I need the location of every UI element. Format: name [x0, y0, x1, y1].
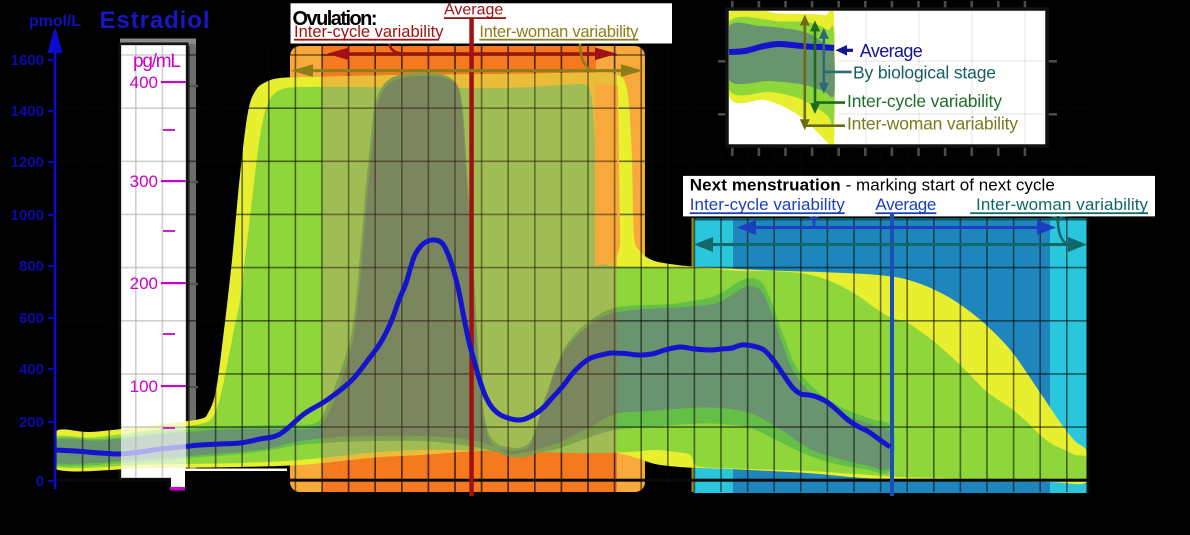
svg-text:1200: 1200	[11, 154, 44, 171]
svg-text:Inter-cycle variability: Inter-cycle variability	[690, 195, 846, 214]
svg-text:0: 0	[36, 473, 44, 490]
svg-text:Estradiol: Estradiol	[100, 7, 210, 34]
svg-text:Average: Average	[444, 2, 503, 19]
svg-text:Inter-cycle variability: Inter-cycle variability	[294, 23, 444, 41]
svg-text:600: 600	[19, 310, 44, 327]
svg-text:1400: 1400	[11, 103, 44, 120]
svg-text:Next menstruation - marking st: Next menstruation - marking start of nex…	[690, 176, 1055, 195]
svg-text:Inter-woman variability: Inter-woman variability	[976, 195, 1149, 214]
svg-text:Inter-woman variability: Inter-woman variability	[847, 114, 1018, 134]
svg-text:pmol/L: pmol/L	[29, 13, 81, 30]
svg-text:400: 400	[130, 73, 158, 92]
svg-text:200: 200	[130, 274, 158, 293]
svg-text:pg/mL: pg/mL	[133, 51, 181, 72]
svg-text:Estradiol: Estradiol	[100, 7, 210, 34]
svg-text:By biological stage: By biological stage	[853, 63, 996, 83]
svg-text:Average: Average	[860, 41, 923, 61]
svg-text:Inter-woman variability: Inter-woman variability	[479, 23, 639, 41]
svg-text:800: 800	[19, 258, 44, 275]
svg-text:Ovulation:: Ovulation:	[293, 8, 378, 30]
svg-text:Inter-cycle variability: Inter-cycle variability	[847, 91, 1002, 111]
svg-text:200: 200	[19, 414, 44, 431]
svg-text:1600: 1600	[11, 52, 44, 69]
svg-text:100: 100	[130, 377, 158, 396]
svg-text:pmol/L: pmol/L	[29, 13, 81, 30]
svg-text:300: 300	[130, 172, 158, 191]
svg-text:Average: Average	[875, 195, 936, 214]
svg-text:1000: 1000	[11, 207, 44, 224]
svg-text:400: 400	[19, 361, 44, 378]
